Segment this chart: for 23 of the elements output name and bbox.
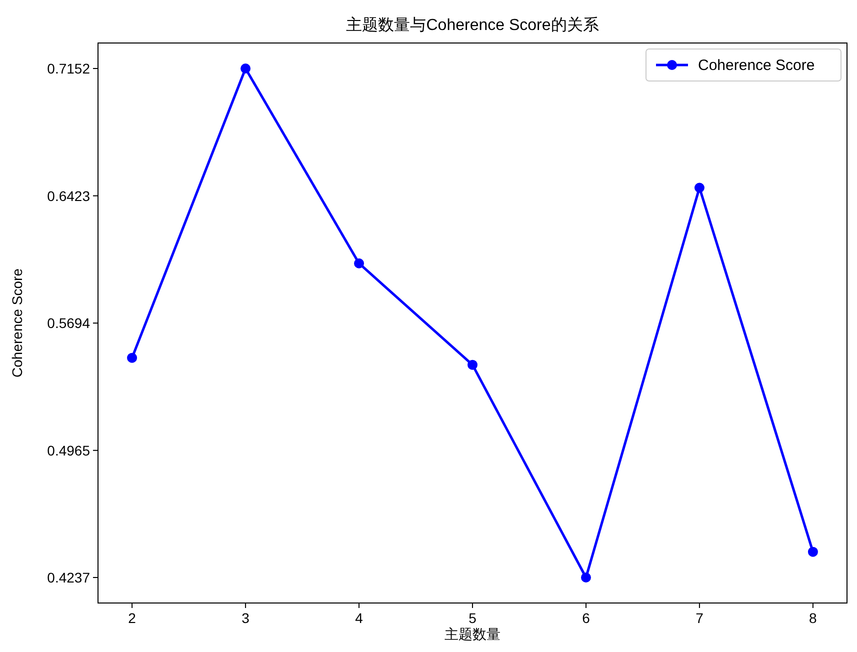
point	[240, 63, 251, 74]
x-tick-label: 4	[355, 610, 364, 626]
point	[127, 352, 138, 363]
y-tick-label: 0.7152	[47, 60, 90, 76]
y-tick-label: 0.5694	[47, 315, 90, 332]
chart-title: 主题数量与Coherence Score的关系	[346, 16, 599, 34]
point	[468, 360, 478, 370]
x-axis-title: 主题数量	[444, 626, 500, 642]
legend-label: Coherence Score	[698, 57, 815, 74]
y-tick-label: 0.4965	[47, 442, 90, 458]
x-tick-label: 3	[242, 610, 250, 626]
x-tick-label: 8	[809, 610, 818, 626]
x-tick-label: 6	[582, 610, 590, 626]
point	[580, 572, 591, 583]
x-tick-label: 7	[696, 610, 704, 626]
y-tick-label: 0.6423	[47, 188, 90, 204]
point	[354, 258, 364, 268]
y-tick-label: 0.4237	[47, 570, 90, 586]
x-tick-label: 5	[468, 610, 477, 626]
point	[694, 182, 704, 193]
x-tick-label: 2	[128, 610, 136, 626]
y-axis-title: Coherence Score	[9, 268, 25, 378]
point	[808, 546, 818, 557]
